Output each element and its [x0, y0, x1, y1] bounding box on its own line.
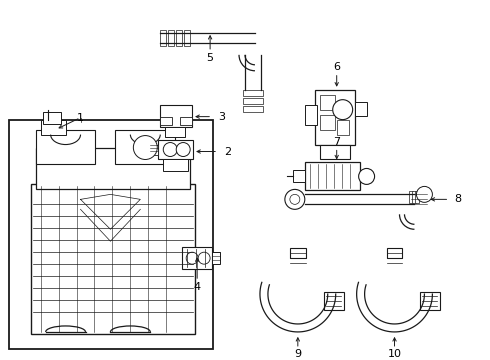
Bar	[320, 95, 335, 110]
Bar	[158, 140, 193, 159]
Bar	[163, 159, 188, 171]
Bar	[184, 30, 190, 46]
Circle shape	[359, 168, 374, 184]
Circle shape	[176, 143, 190, 157]
Bar	[160, 117, 172, 125]
Bar	[420, 292, 441, 310]
Text: 7: 7	[333, 136, 340, 147]
Bar	[160, 105, 192, 127]
Bar	[43, 112, 61, 123]
Bar	[182, 247, 212, 269]
Bar	[243, 90, 263, 96]
Bar	[9, 120, 213, 349]
Text: 10: 10	[388, 349, 401, 359]
Text: 1: 1	[77, 113, 84, 123]
Bar	[212, 252, 220, 264]
Bar	[305, 162, 360, 190]
Circle shape	[163, 143, 177, 157]
Text: 9: 9	[294, 349, 301, 359]
Text: 2: 2	[224, 147, 232, 157]
Bar	[116, 130, 175, 165]
Bar	[243, 98, 263, 104]
Bar	[305, 105, 317, 125]
Text: 8: 8	[454, 194, 461, 204]
Bar	[36, 130, 96, 165]
Bar	[160, 30, 166, 46]
Circle shape	[198, 252, 210, 264]
Bar	[168, 30, 174, 46]
Circle shape	[290, 194, 300, 204]
Bar	[320, 144, 350, 159]
Bar	[31, 184, 195, 334]
Bar	[337, 120, 349, 135]
Bar	[150, 144, 158, 154]
Bar	[36, 148, 190, 189]
Bar	[41, 120, 66, 135]
Bar	[293, 170, 305, 183]
Circle shape	[133, 136, 157, 159]
Text: 6: 6	[333, 62, 340, 72]
Bar	[290, 248, 306, 258]
Bar	[243, 106, 263, 112]
Bar	[315, 90, 355, 144]
Bar	[176, 30, 182, 46]
Text: 5: 5	[207, 53, 214, 63]
Circle shape	[186, 252, 198, 264]
Bar	[180, 117, 192, 125]
Bar	[387, 248, 402, 258]
Circle shape	[285, 189, 305, 209]
Bar	[165, 127, 185, 136]
Bar	[416, 192, 419, 203]
Bar	[410, 192, 414, 203]
Circle shape	[416, 186, 432, 202]
Bar	[320, 114, 335, 130]
Text: 3: 3	[219, 112, 225, 122]
Circle shape	[333, 100, 353, 120]
Bar	[324, 292, 343, 310]
Text: 4: 4	[194, 282, 201, 292]
Bar	[355, 102, 367, 116]
Bar	[360, 170, 368, 183]
Bar	[413, 192, 416, 203]
